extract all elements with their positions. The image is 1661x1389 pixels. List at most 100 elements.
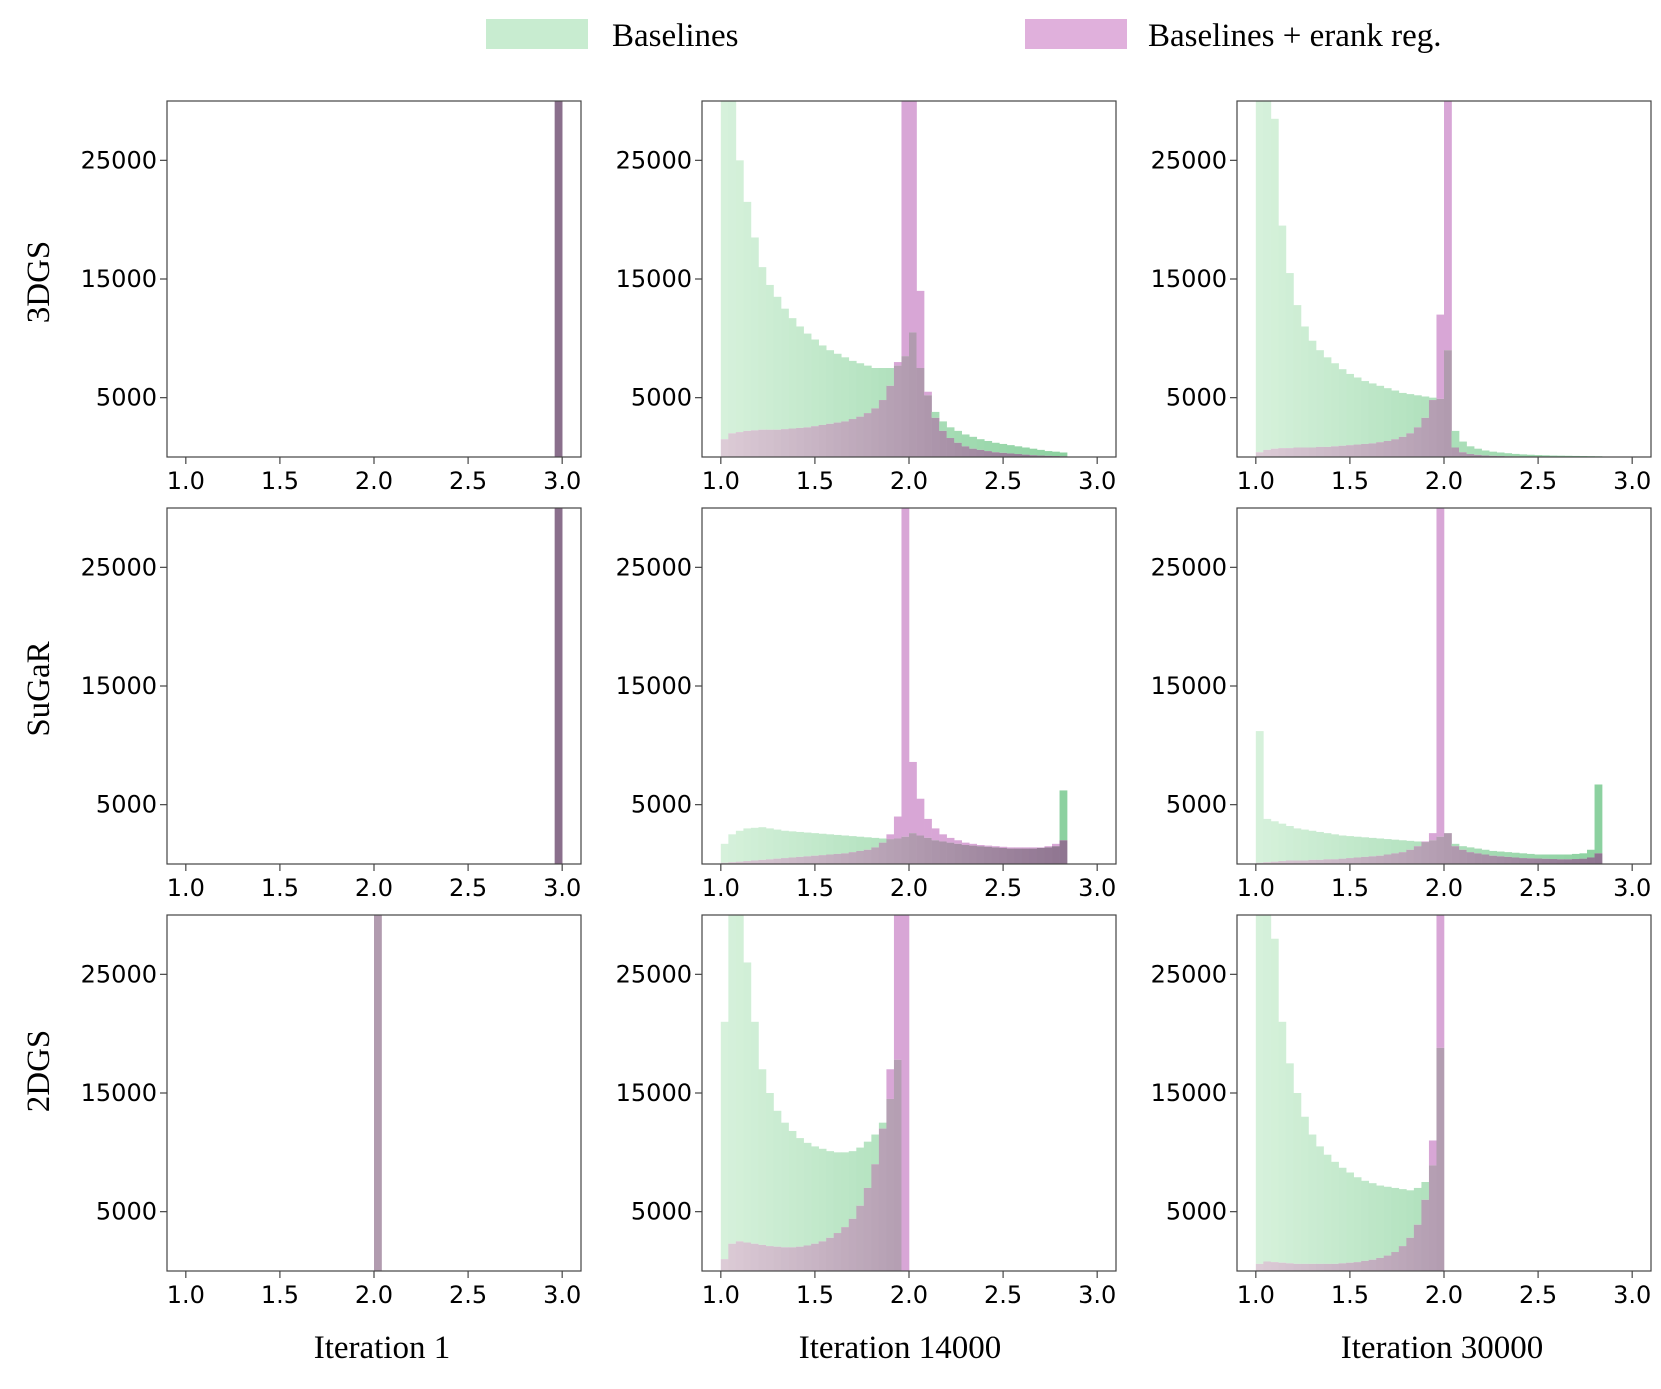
bar-overlap bbox=[1413, 427, 1422, 457]
bar-baseline bbox=[1255, 731, 1264, 863]
bar-baseline bbox=[1059, 790, 1068, 841]
panel-3dgs-iteration-30000: 1.0 1.5 2.0 2.5 3.0 5000 15000 25000 bbox=[1151, 100, 1652, 495]
bar-overlap bbox=[1368, 443, 1377, 457]
bar-overlap bbox=[833, 1233, 842, 1271]
bar-overlap bbox=[833, 422, 842, 457]
bar-baseline bbox=[1466, 446, 1475, 455]
y-tick-label: 25000 bbox=[1151, 553, 1227, 581]
bar-overlap bbox=[1029, 455, 1038, 457]
bar-overlap bbox=[728, 1243, 737, 1271]
bar-baseline bbox=[765, 828, 774, 860]
bar-overlap bbox=[878, 842, 887, 864]
panels: 1.0 1.5 2.0 2.5 3.0 5000 15000 25000 1.0 1.5 2.0 2.… bbox=[81, 100, 1652, 1309]
y-tick-label: 25000 bbox=[616, 553, 692, 581]
bar-baseline bbox=[1406, 840, 1415, 850]
bar-overlap bbox=[924, 837, 932, 864]
bar-erank bbox=[961, 842, 970, 846]
y-tick-label: 5000 bbox=[631, 384, 692, 412]
bar-overlap bbox=[1451, 846, 1460, 864]
bar-baseline bbox=[1263, 818, 1272, 863]
bar-overlap bbox=[1346, 1262, 1354, 1271]
bar-baseline bbox=[1526, 454, 1535, 457]
bar-overlap bbox=[954, 442, 962, 457]
bar-overlap bbox=[946, 842, 955, 864]
bar-overlap bbox=[856, 1205, 865, 1271]
bar-overlap bbox=[991, 452, 1000, 457]
bar-erank bbox=[924, 391, 932, 396]
bar-overlap bbox=[1504, 856, 1513, 864]
bar-erank bbox=[1006, 847, 1015, 849]
bar-overlap bbox=[1029, 848, 1038, 864]
bar-baseline bbox=[1398, 392, 1407, 437]
y-tick-label: 5000 bbox=[96, 791, 157, 819]
bar-baseline bbox=[1285, 1063, 1294, 1264]
bar-overlap bbox=[991, 847, 1000, 864]
bar-baseline bbox=[1361, 381, 1370, 444]
x-tick-label: 2.0 bbox=[355, 874, 393, 902]
bar-erank bbox=[1421, 841, 1430, 843]
bar-overlap bbox=[1308, 1263, 1317, 1271]
x-tick-label: 3.0 bbox=[543, 1281, 581, 1309]
bar-baseline bbox=[818, 1148, 827, 1242]
bar-overlap bbox=[1444, 350, 1452, 457]
bar-overlap bbox=[1308, 859, 1317, 864]
bar-baseline bbox=[743, 962, 752, 1243]
bar-overlap bbox=[773, 1246, 782, 1271]
x-tick-label: 2.5 bbox=[1519, 874, 1557, 902]
bar-baseline bbox=[1406, 394, 1415, 434]
bar-erank bbox=[1428, 833, 1437, 841]
bar-erank bbox=[954, 840, 962, 844]
bar-overlap bbox=[1459, 452, 1467, 457]
bar-baseline bbox=[1428, 397, 1437, 401]
bar-overlap bbox=[1036, 455, 1045, 457]
x-tick-label: 3.0 bbox=[1078, 874, 1116, 902]
bar-overlap bbox=[1413, 846, 1422, 864]
bar-overlap bbox=[999, 847, 1008, 864]
bar-baseline bbox=[1293, 1093, 1302, 1264]
bars bbox=[720, 101, 1068, 457]
bar-overlap bbox=[1263, 449, 1272, 457]
x-tick-label: 1.5 bbox=[1331, 874, 1369, 902]
bar-overlap bbox=[976, 846, 985, 864]
bar-overlap bbox=[833, 853, 842, 864]
bar-overlap bbox=[1361, 856, 1370, 864]
bar-overlap bbox=[826, 423, 835, 457]
bar-baseline bbox=[1571, 853, 1580, 860]
x-tick-label: 2.0 bbox=[355, 1281, 393, 1309]
bar-erank bbox=[1044, 846, 1053, 848]
y-tick-label: 15000 bbox=[1151, 672, 1227, 700]
bar-baseline bbox=[1587, 849, 1595, 858]
bars bbox=[1255, 508, 1603, 864]
bar-overlap bbox=[856, 850, 865, 864]
y-tick-label: 25000 bbox=[616, 960, 692, 988]
bar-overlap bbox=[818, 1241, 827, 1271]
x-tick-label: 1.0 bbox=[1237, 1281, 1275, 1309]
y-tick-label: 15000 bbox=[81, 672, 157, 700]
x-tick-label: 1.0 bbox=[167, 874, 205, 902]
x-tick-label: 1.0 bbox=[1237, 874, 1275, 902]
x-tick-label: 3.0 bbox=[1078, 1281, 1116, 1309]
bar-baseline bbox=[826, 834, 835, 855]
bar-overlap bbox=[1300, 1263, 1309, 1271]
bar-baseline bbox=[1413, 395, 1422, 428]
bar-overlap bbox=[796, 1246, 804, 1271]
bar-overlap bbox=[871, 408, 880, 457]
panel-3dgs-iteration-1: 1.0 1.5 2.0 2.5 3.0 5000 15000 25000 bbox=[81, 100, 582, 495]
bar-overlap bbox=[788, 1247, 797, 1271]
bar-baseline bbox=[878, 368, 887, 401]
bar-overlap bbox=[841, 1227, 850, 1271]
bar-baseline bbox=[1451, 843, 1460, 847]
bar-overlap bbox=[1383, 1255, 1392, 1271]
bar-overlap bbox=[803, 856, 812, 864]
bar-baseline bbox=[976, 439, 985, 450]
bar-baseline bbox=[811, 833, 819, 856]
bar-overlap bbox=[931, 840, 940, 864]
x-tick-label: 2.0 bbox=[1425, 467, 1463, 495]
y-tick-label: 25000 bbox=[81, 553, 157, 581]
bar-erank bbox=[893, 915, 902, 1060]
bar-overlap bbox=[1044, 847, 1053, 864]
bar-baseline bbox=[1263, 101, 1272, 450]
bar-baseline bbox=[818, 345, 827, 425]
bar-baseline bbox=[1383, 1186, 1392, 1256]
bar-baseline bbox=[1353, 1177, 1362, 1263]
